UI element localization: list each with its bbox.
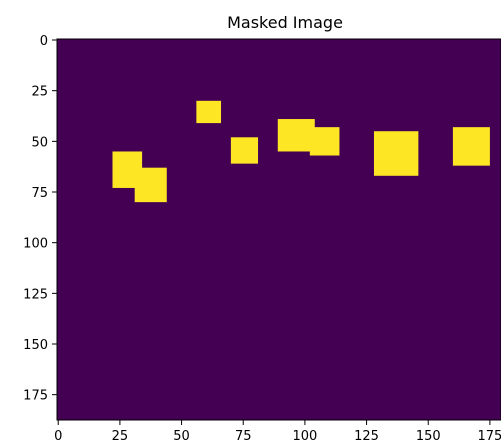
x-tick-label: 175: [477, 429, 501, 444]
x-tick-label: 150: [416, 429, 441, 444]
x-tick-label: 100: [292, 429, 317, 444]
x-tick-label: 125: [354, 429, 379, 444]
x-tick-label: 75: [235, 429, 252, 444]
masked-regions-layer: [112, 100, 490, 203]
y-tick-label: 175: [23, 389, 48, 404]
y-tick-label: 50: [31, 135, 48, 150]
y-tick-label: 150: [23, 338, 48, 353]
masked-region-6: [309, 127, 340, 156]
plot-frame: [56, 38, 501, 421]
masked-region-8: [452, 127, 490, 166]
x-axis: 0 25 50 75 100 125 150 175: [54, 420, 501, 444]
y-tick-label: 25: [31, 85, 48, 100]
chart-title: Masked Image: [227, 13, 343, 32]
y-tick-label: 0: [40, 34, 48, 49]
x-tick-label: 25: [112, 429, 129, 444]
y-tick-label: 100: [23, 237, 48, 252]
masked-region-7: [373, 131, 419, 176]
masked-region-5: [277, 119, 315, 152]
x-tick-label: 0: [54, 429, 62, 444]
heatmap-plot-area: [56, 38, 501, 421]
y-axis: 0 25 50 75 100 125 150 175: [23, 34, 57, 404]
masked-region-3: [196, 100, 222, 124]
heatmap-background: [57, 39, 501, 420]
masked-region-2: [134, 167, 167, 203]
y-tick-label: 125: [23, 287, 48, 302]
masked-region-4: [230, 137, 259, 164]
x-tick-label: 50: [173, 429, 190, 444]
y-tick-label: 75: [31, 186, 48, 201]
